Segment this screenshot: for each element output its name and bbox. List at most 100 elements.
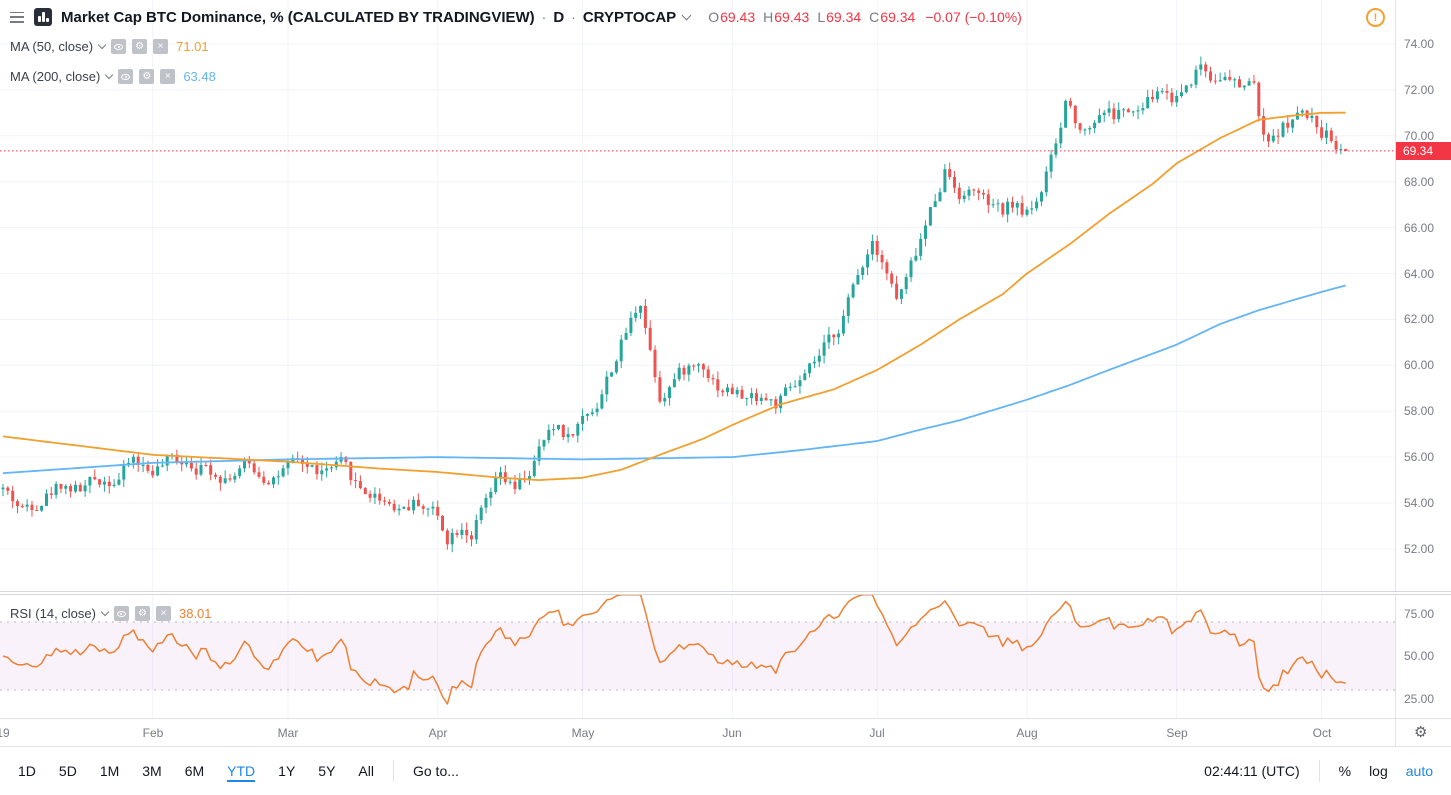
candle-body	[35, 510, 39, 511]
candle-body	[209, 465, 213, 475]
eye-icon[interactable]	[113, 606, 129, 621]
price-scale-label: 60.00	[1404, 358, 1435, 372]
scale-button-auto[interactable]: auto	[1405, 763, 1433, 779]
toolbar-divider	[1318, 760, 1320, 782]
close-icon[interactable]: ×	[160, 69, 176, 84]
candle-body	[1295, 112, 1299, 120]
candle-body	[870, 241, 874, 255]
candle-body	[1189, 84, 1193, 86]
chart-header: Market Cap BTC Dominance, % (CALCULATED …	[0, 0, 1022, 34]
warning-icon[interactable]: !	[1366, 8, 1385, 27]
pane-separator[interactable]	[0, 591, 1451, 595]
candle-body	[1213, 80, 1217, 82]
candle-body	[441, 515, 444, 531]
candle-body	[349, 461, 353, 481]
candle-body	[1059, 127, 1063, 144]
candle-body	[933, 201, 937, 208]
range-button-1d[interactable]: 1D	[18, 763, 36, 779]
symbol-title[interactable]: Market Cap BTC Dominance, % (CALCULATED …	[61, 8, 692, 26]
range-button-5y[interactable]: 5Y	[318, 763, 336, 779]
settings-icon[interactable]: ⚙	[134, 606, 150, 621]
candle-body	[668, 387, 671, 399]
candle-body	[1281, 122, 1285, 137]
eye-icon[interactable]	[118, 69, 134, 84]
candle-body	[1040, 192, 1043, 202]
candle-body	[745, 398, 749, 400]
change-value: −0.07 (−0.10%)	[925, 9, 1022, 25]
open-label: O	[708, 9, 720, 25]
candle-body	[6, 487, 10, 491]
chart-logo-icon[interactable]	[34, 8, 52, 26]
rsi-scale-label: 25.00	[1404, 692, 1435, 706]
interval-label[interactable]: D	[553, 8, 565, 26]
candle-body	[677, 367, 681, 380]
ma50-label[interactable]: MA (50, close)	[10, 39, 94, 54]
candle-body	[1233, 79, 1237, 81]
ma200-label[interactable]: MA (200, close)	[10, 69, 101, 84]
candle-body	[387, 501, 391, 504]
candle-body	[247, 460, 251, 464]
candle-body	[1218, 80, 1222, 82]
candle-body	[1262, 116, 1266, 135]
candle-body	[605, 376, 609, 395]
menu-icon[interactable]	[10, 11, 24, 23]
settings-icon[interactable]: ⚙	[139, 69, 155, 84]
main-chart-canvas[interactable]	[0, 0, 1395, 591]
range-button-ytd[interactable]: YTD	[227, 761, 256, 782]
close-icon[interactable]: ×	[155, 606, 171, 621]
candle-body	[1020, 203, 1024, 215]
candle-body	[1141, 108, 1145, 111]
chevron-down-icon[interactable]	[100, 607, 110, 617]
candle-body	[16, 501, 19, 507]
rsi-label[interactable]: RSI (14, close)	[10, 606, 96, 621]
scale-button-percent[interactable]: %	[1338, 763, 1352, 779]
settings-icon[interactable]: ⚙	[132, 39, 148, 54]
time-axis-label: Feb	[142, 726, 164, 740]
candle-body	[914, 255, 918, 261]
candle-body	[412, 499, 416, 511]
range-button-1m[interactable]: 1M	[99, 763, 120, 779]
symbol-name[interactable]: Market Cap BTC Dominance, % (CALCULATED …	[61, 8, 535, 26]
candle-body	[861, 267, 865, 275]
rsi-pane-canvas[interactable]	[0, 595, 1395, 718]
candle-body	[1300, 110, 1304, 113]
candle-body	[629, 317, 633, 333]
range-buttons: 1D 5D 1M 3M 6M YTD 1Y 5Y All	[18, 761, 374, 782]
candle-body	[711, 378, 715, 380]
range-button-all[interactable]: All	[358, 763, 374, 779]
chevron-down-icon[interactable]	[681, 10, 692, 20]
eye-icon[interactable]	[111, 39, 127, 54]
candle-body	[146, 464, 150, 471]
candle-body	[455, 532, 459, 535]
candle-body	[465, 529, 469, 536]
candle-body	[1184, 85, 1188, 93]
range-button-5d[interactable]: 5D	[58, 763, 77, 779]
candle-body	[426, 508, 430, 510]
goto-button[interactable]: Go to...	[412, 763, 459, 779]
candle-body	[595, 408, 599, 413]
close-icon[interactable]: ×	[153, 39, 169, 54]
candle-body	[928, 207, 932, 226]
candle-body	[1011, 201, 1014, 208]
candle-body	[243, 460, 246, 469]
candle-body	[40, 505, 44, 511]
range-button-1y[interactable]: 1Y	[278, 763, 296, 779]
range-button-6m[interactable]: 6M	[184, 763, 205, 779]
time-axis[interactable]: 19 Feb Mar Apr May Jun Jul Aug Sep Oct ⚙	[0, 718, 1451, 746]
price-scale-label: 54.00	[1404, 496, 1435, 510]
candle-body	[764, 397, 768, 401]
candle-body	[325, 468, 329, 471]
time-axis-label: Apr	[428, 726, 448, 740]
price-scale[interactable]: 69.34 74.00 72.00 70.00 68.00 66.00 64.00 62.0…	[1395, 0, 1451, 746]
chevron-down-icon[interactable]	[97, 40, 107, 50]
time-axis-label: Mar	[277, 726, 299, 740]
candle-body	[701, 364, 705, 370]
gear-icon[interactable]: ⚙	[1414, 724, 1428, 741]
chevron-down-icon[interactable]	[105, 70, 114, 80]
clock[interactable]: 02:44:11 (UTC)	[1204, 763, 1300, 779]
scale-button-log[interactable]: log	[1369, 763, 1388, 779]
candle-body	[832, 334, 836, 338]
price-scale-label: 72.00	[1404, 83, 1435, 97]
candle-body	[344, 457, 348, 462]
range-button-3m[interactable]: 3M	[142, 763, 162, 779]
